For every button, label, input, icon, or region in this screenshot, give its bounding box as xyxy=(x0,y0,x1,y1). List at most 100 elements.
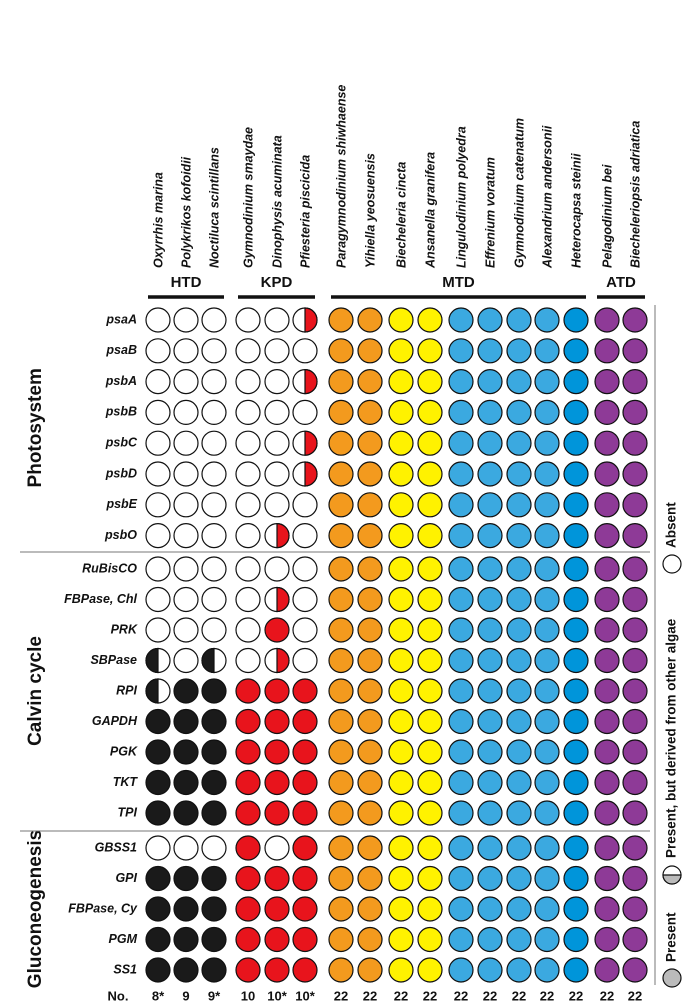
cell xyxy=(292,430,318,456)
present-dot xyxy=(417,586,443,613)
cell xyxy=(477,586,503,613)
cell xyxy=(264,307,290,333)
cell xyxy=(417,338,443,364)
cell xyxy=(264,865,290,892)
cell xyxy=(534,586,560,613)
cell xyxy=(235,800,261,826)
absent-dot xyxy=(173,338,199,364)
absent-dot xyxy=(264,430,290,456)
count: 22 xyxy=(569,988,583,1003)
present-dot xyxy=(594,586,620,613)
cell xyxy=(448,461,474,487)
present-dot xyxy=(328,769,354,796)
cell xyxy=(563,896,589,922)
cell xyxy=(563,369,589,395)
count: 22 xyxy=(363,988,377,1003)
present-dot xyxy=(388,957,414,983)
cell xyxy=(594,461,620,487)
present-dot xyxy=(328,739,354,765)
present-dot xyxy=(506,647,532,674)
cell xyxy=(534,957,560,983)
cell xyxy=(534,338,560,364)
cell xyxy=(388,399,414,425)
absent-dot xyxy=(264,399,290,425)
gene-label: psbB xyxy=(105,405,137,419)
cell xyxy=(328,957,354,983)
cell xyxy=(173,430,199,456)
cell xyxy=(357,430,383,456)
present-dot xyxy=(357,522,383,549)
present-dot xyxy=(388,307,414,333)
cell xyxy=(145,586,171,613)
present-dot xyxy=(357,708,383,735)
present-dot xyxy=(534,739,560,765)
present-dot xyxy=(622,865,648,892)
cell xyxy=(563,307,589,333)
cell xyxy=(235,586,261,613)
cell xyxy=(417,430,443,456)
absent-dot xyxy=(145,338,171,364)
present-dot xyxy=(417,865,443,892)
present-dot xyxy=(357,586,383,613)
present-dot xyxy=(235,865,261,892)
present-dot xyxy=(328,957,354,983)
cell xyxy=(292,896,318,922)
present-dot xyxy=(235,739,261,765)
absent-dot xyxy=(292,617,318,643)
absent-dot xyxy=(145,399,171,425)
present-dot xyxy=(534,865,560,892)
cell xyxy=(622,678,648,704)
present-dot xyxy=(448,586,474,613)
present-dot xyxy=(506,739,532,765)
cell xyxy=(477,338,503,364)
cell xyxy=(448,800,474,826)
group-label: HTD xyxy=(171,274,202,291)
cell xyxy=(292,338,318,364)
cell xyxy=(417,769,443,796)
cell xyxy=(264,399,290,425)
cell xyxy=(388,461,414,487)
cell xyxy=(292,522,318,549)
cell xyxy=(328,556,354,582)
present-dot xyxy=(534,926,560,953)
cell xyxy=(201,338,227,364)
cell xyxy=(145,835,171,861)
cell xyxy=(264,338,290,364)
cell xyxy=(534,708,560,735)
present-dot xyxy=(448,678,474,704)
present-dot xyxy=(328,586,354,613)
absent-dot xyxy=(173,586,199,613)
cell xyxy=(145,926,171,953)
cell xyxy=(145,369,171,395)
present-dot xyxy=(477,617,503,643)
cell xyxy=(292,800,318,826)
present-dot xyxy=(145,957,171,983)
present-dot xyxy=(477,926,503,953)
present-dot xyxy=(328,708,354,735)
cell xyxy=(328,708,354,735)
cell xyxy=(328,369,354,395)
cell xyxy=(292,399,318,425)
present-dot xyxy=(235,926,261,953)
present-dot xyxy=(357,399,383,425)
present-dot xyxy=(534,369,560,395)
present-dot xyxy=(594,461,620,487)
cell xyxy=(357,865,383,892)
present-dot xyxy=(506,461,532,487)
present-dot xyxy=(388,430,414,456)
cell xyxy=(417,492,443,518)
cell xyxy=(477,369,503,395)
present-dot xyxy=(506,492,532,518)
present-dot xyxy=(594,678,620,704)
present-dot xyxy=(448,307,474,333)
partial-fill xyxy=(145,647,159,674)
cell xyxy=(264,708,290,735)
section-label: Gluconeogenesis xyxy=(25,830,46,988)
cell xyxy=(622,430,648,456)
cell xyxy=(145,430,171,456)
present-dot xyxy=(506,399,532,425)
present-dot xyxy=(448,835,474,861)
cell xyxy=(201,430,227,456)
cell xyxy=(563,647,589,674)
absent-dot xyxy=(173,369,199,395)
